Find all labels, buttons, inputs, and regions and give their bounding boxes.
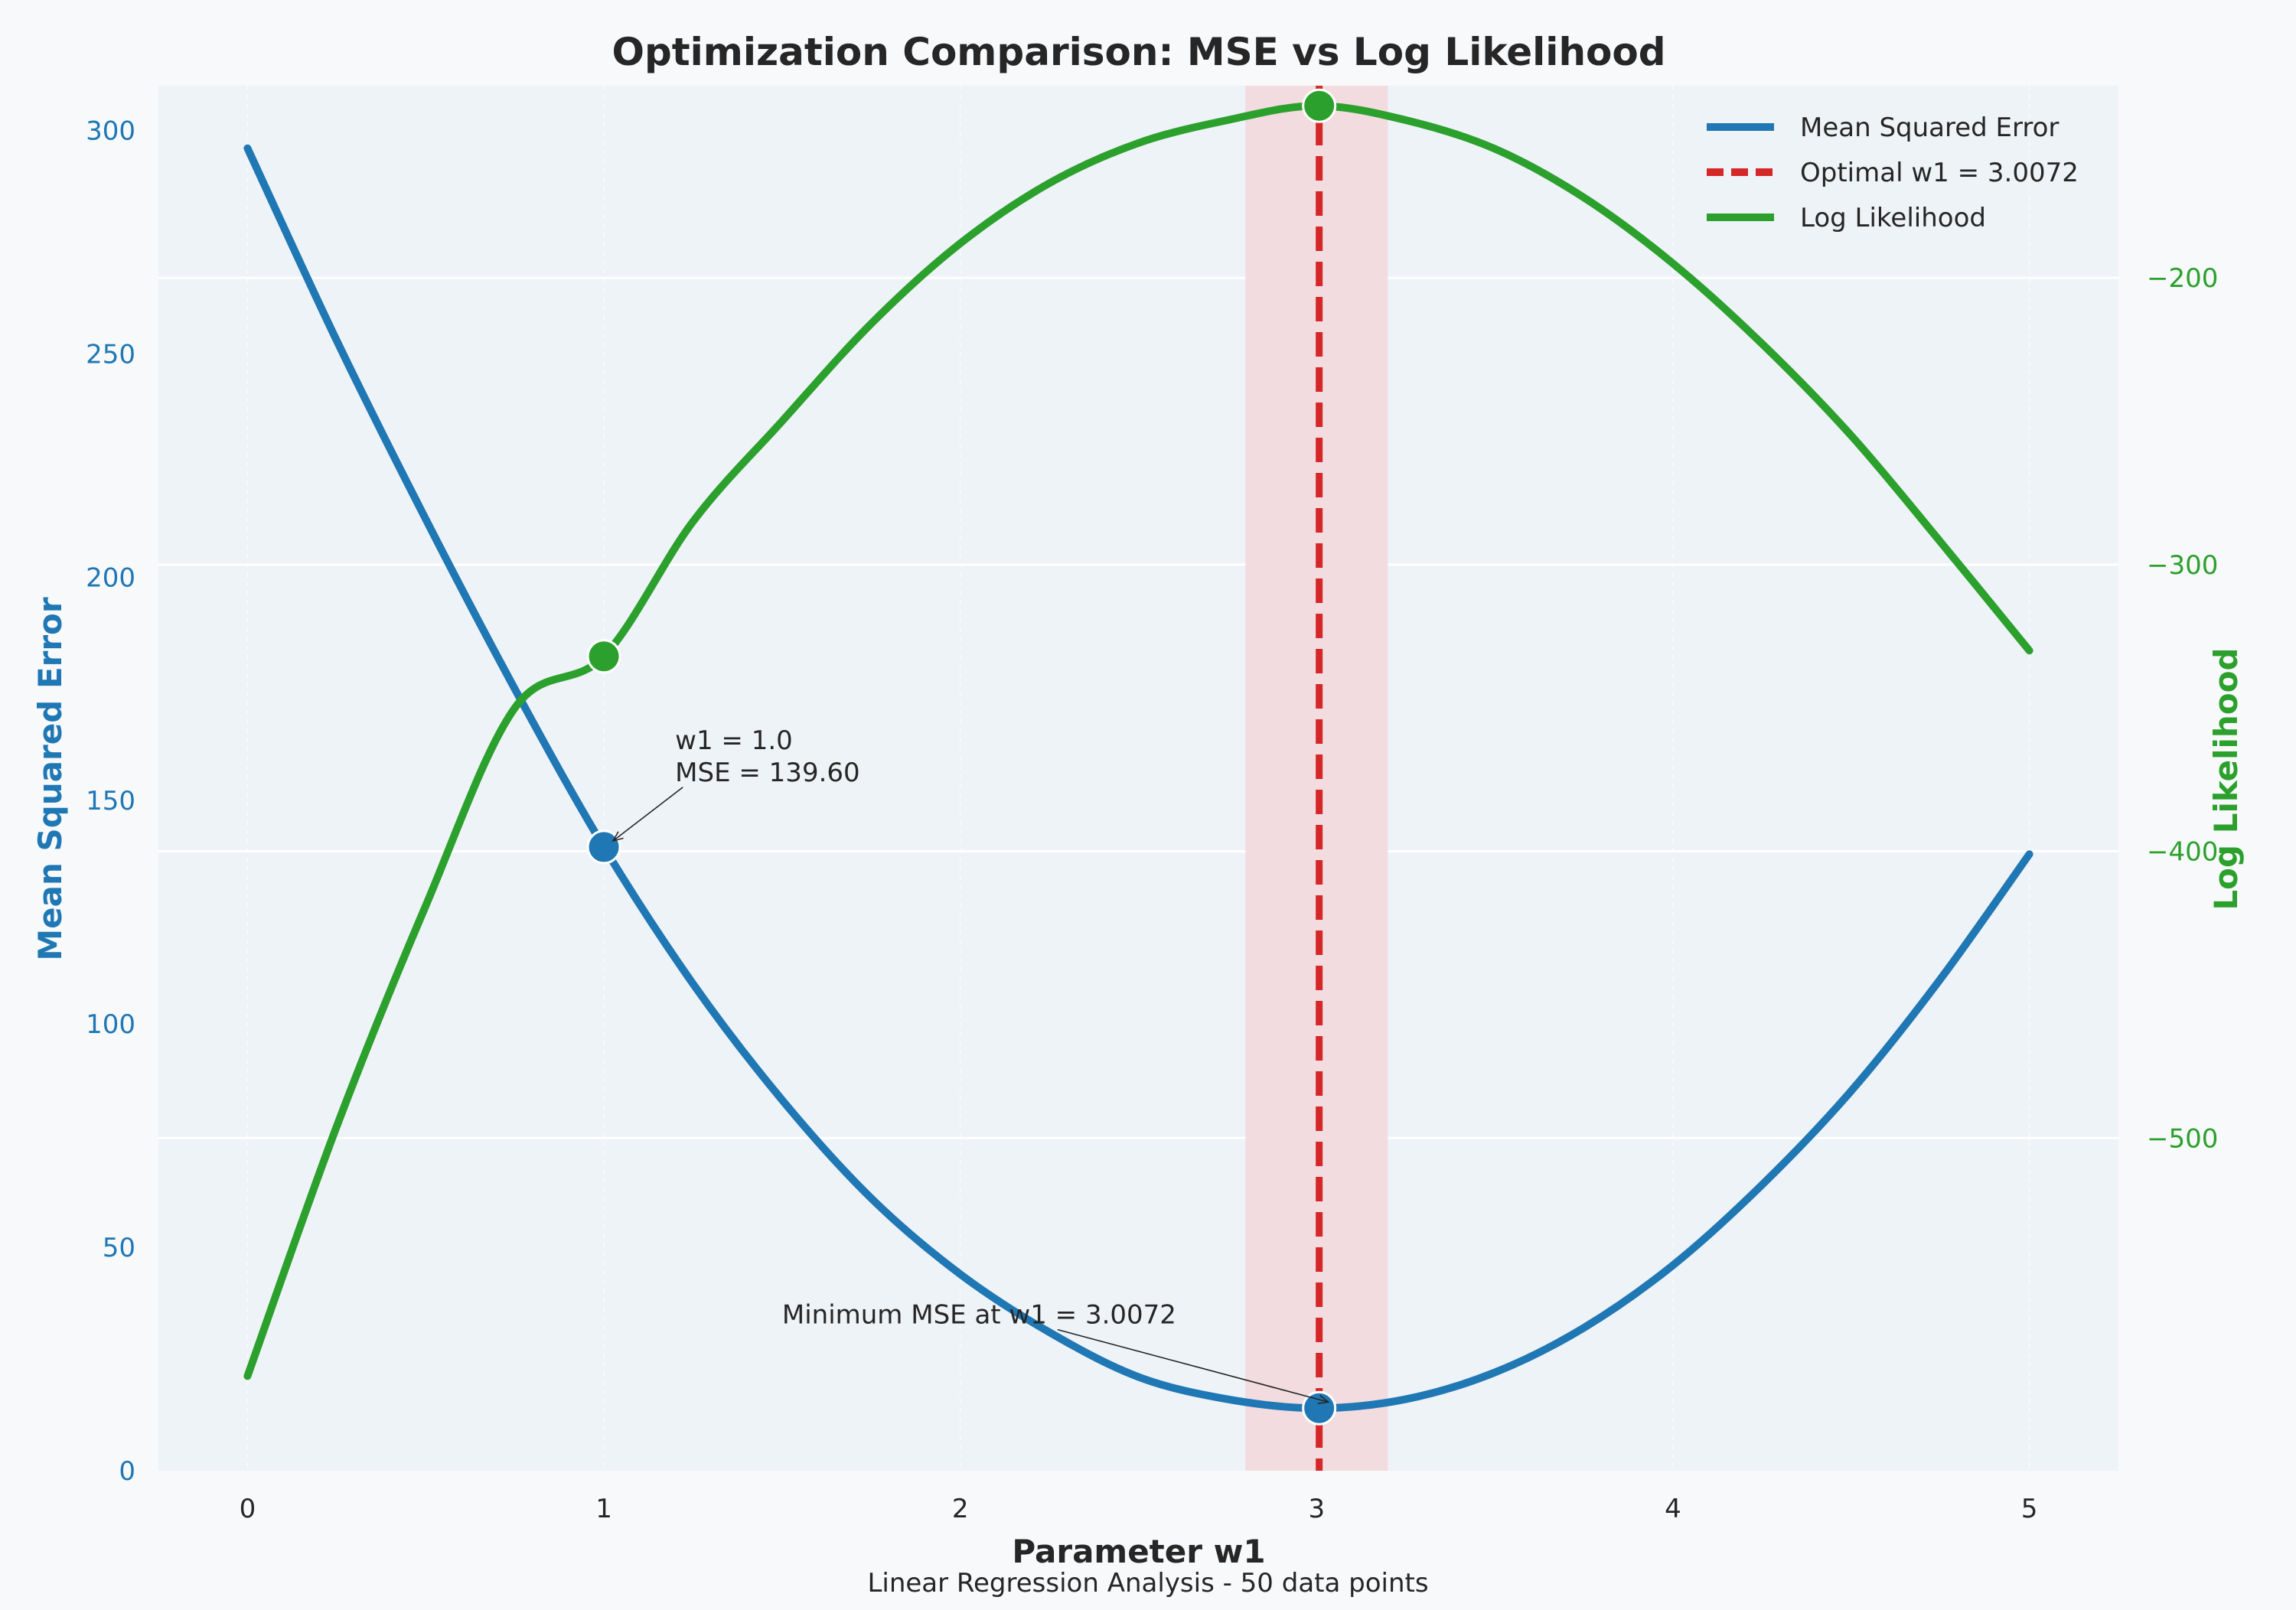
y-right-tick-label: −200 <box>2147 263 2218 294</box>
y-left-tick-label: 300 <box>86 116 135 146</box>
legend-item: Log Likelihood <box>1707 203 1986 233</box>
legend-label: Log Likelihood <box>1800 203 1986 233</box>
x-tick-label: 1 <box>595 1494 612 1524</box>
annotation-arrowhead <box>1317 1395 1330 1404</box>
annotation-arrow <box>1057 1328 1329 1403</box>
marker-loglik <box>1302 88 1337 123</box>
annotation-text: MSE = 139.60 <box>675 758 859 788</box>
y-left-tick-label: 100 <box>86 1009 135 1040</box>
legend-item: Mean Squared Error <box>1707 112 2059 143</box>
x-tick-label: 2 <box>952 1494 969 1524</box>
series-line-mse <box>243 144 2033 1413</box>
series-lines <box>243 86 2033 1471</box>
marker-loglik <box>586 639 621 674</box>
grid <box>158 86 2118 1471</box>
annotation-1: Minimum MSE at w1 = 3.0072 <box>782 1300 1330 1404</box>
legend-label: Mean Squared Error <box>1800 112 2059 143</box>
y-left-tick-label: 250 <box>86 339 135 370</box>
y-right-tick-label: −400 <box>2147 837 2218 868</box>
y-left-tick-label: 200 <box>86 562 135 593</box>
x-axis-label: Parameter w1 <box>1012 1533 1265 1570</box>
x-tick-label: 5 <box>2021 1494 2038 1524</box>
series-line-loglik <box>243 102 2033 1380</box>
legend-item: Optimal w1 = 3.0072 <box>1707 158 2079 188</box>
markers <box>586 88 1337 1426</box>
y-right-tick-label: −500 <box>2147 1123 2218 1154</box>
annotation-text: w1 = 1.0 <box>675 725 793 756</box>
x-tick-label: 3 <box>1308 1494 1325 1524</box>
x-tick-label: 0 <box>240 1494 256 1524</box>
annotation-text: Minimum MSE at w1 = 3.0072 <box>782 1300 1176 1331</box>
y-right-tick-label: −300 <box>2147 550 2218 581</box>
marker-mse <box>586 829 621 865</box>
x-tick-label: 4 <box>1665 1494 1681 1524</box>
y-left-tick-label: 150 <box>86 786 135 816</box>
chart-title: Optimization Comparison: MSE vs Log Like… <box>612 30 1665 74</box>
footer-caption: Linear Regression Analysis - 50 data poi… <box>867 1568 1428 1599</box>
annotation-arrowhead <box>612 831 624 842</box>
legend-label: Optimal w1 = 3.0072 <box>1800 158 2079 188</box>
legend: Mean Squared Error Optimal w1 = 3.0072 Log… <box>1707 112 2079 233</box>
plot-background <box>158 86 2118 1471</box>
y-axis-right-label: Log Likelihood <box>2207 647 2245 910</box>
y-left-tick-label: 0 <box>119 1456 135 1487</box>
y-axis-left-label: Mean Squared Error <box>31 597 69 961</box>
marker-mse <box>1302 1390 1337 1426</box>
annotation-arrow <box>612 787 683 842</box>
y-left-tick-label: 50 <box>103 1233 135 1263</box>
